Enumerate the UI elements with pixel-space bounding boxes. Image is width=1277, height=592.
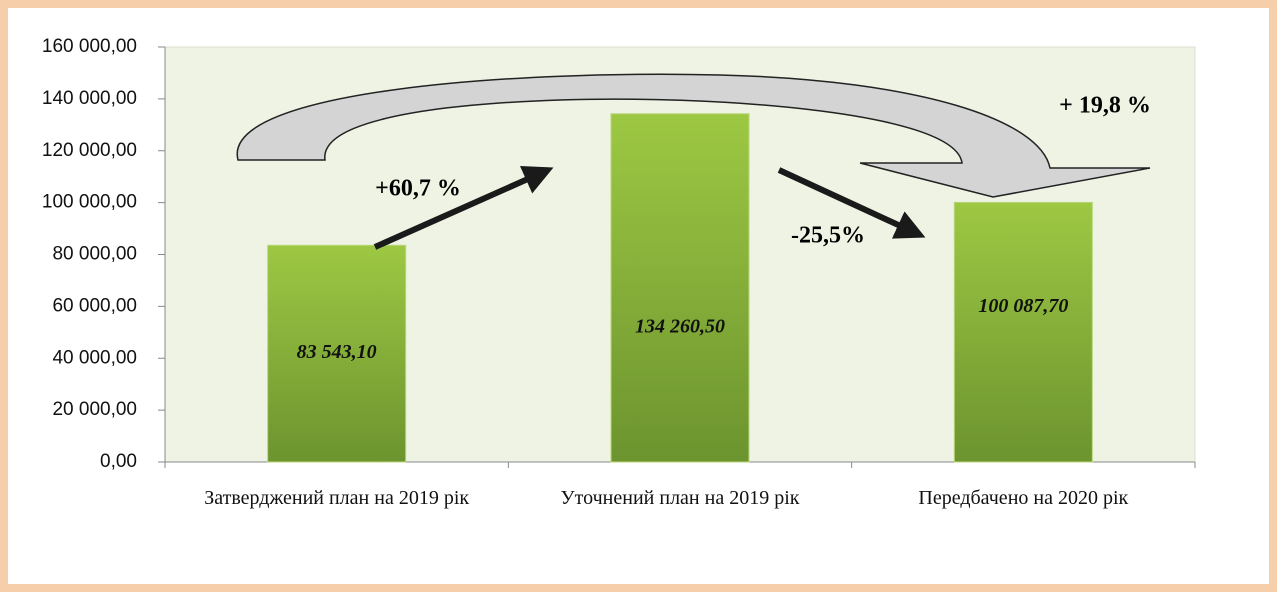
y-tick-label: 20 000,00 — [52, 399, 137, 420]
curved-arrow — [236, 73, 1151, 198]
x-tick-label: Передбачено на 2020 рік — [918, 487, 1129, 509]
arrow-up — [373, 166, 554, 250]
y-tick-label: 40 000,00 — [52, 347, 137, 368]
y-tick-label: 160 000,00 — [42, 36, 137, 57]
bar — [610, 113, 750, 463]
y-tick-label: 100 000,00 — [42, 192, 137, 213]
bar — [267, 244, 407, 463]
value-label: 134 260,50 — [635, 315, 725, 337]
y-tick-label: 0,00 — [100, 451, 137, 472]
annotation: + 19,8 % — [1059, 93, 1151, 119]
value-label: 100 087,70 — [978, 295, 1068, 317]
y-tick-label: 80 000,00 — [52, 244, 137, 265]
annotation: -25,5% — [791, 223, 865, 249]
bar — [953, 201, 1093, 463]
annotation: +60,7 % — [375, 176, 461, 202]
x-tick-label: Затверджений план на 2019 рік — [204, 487, 470, 509]
y-tick-label: 120 000,00 — [42, 140, 137, 161]
value-label: 83 543,10 — [297, 341, 377, 363]
arrow-down — [777, 167, 926, 239]
y-tick-label: 140 000,00 — [42, 88, 137, 109]
x-tick-label: Уточнений план на 2019 рік — [560, 487, 800, 509]
y-tick-label: 60 000,00 — [52, 295, 137, 316]
